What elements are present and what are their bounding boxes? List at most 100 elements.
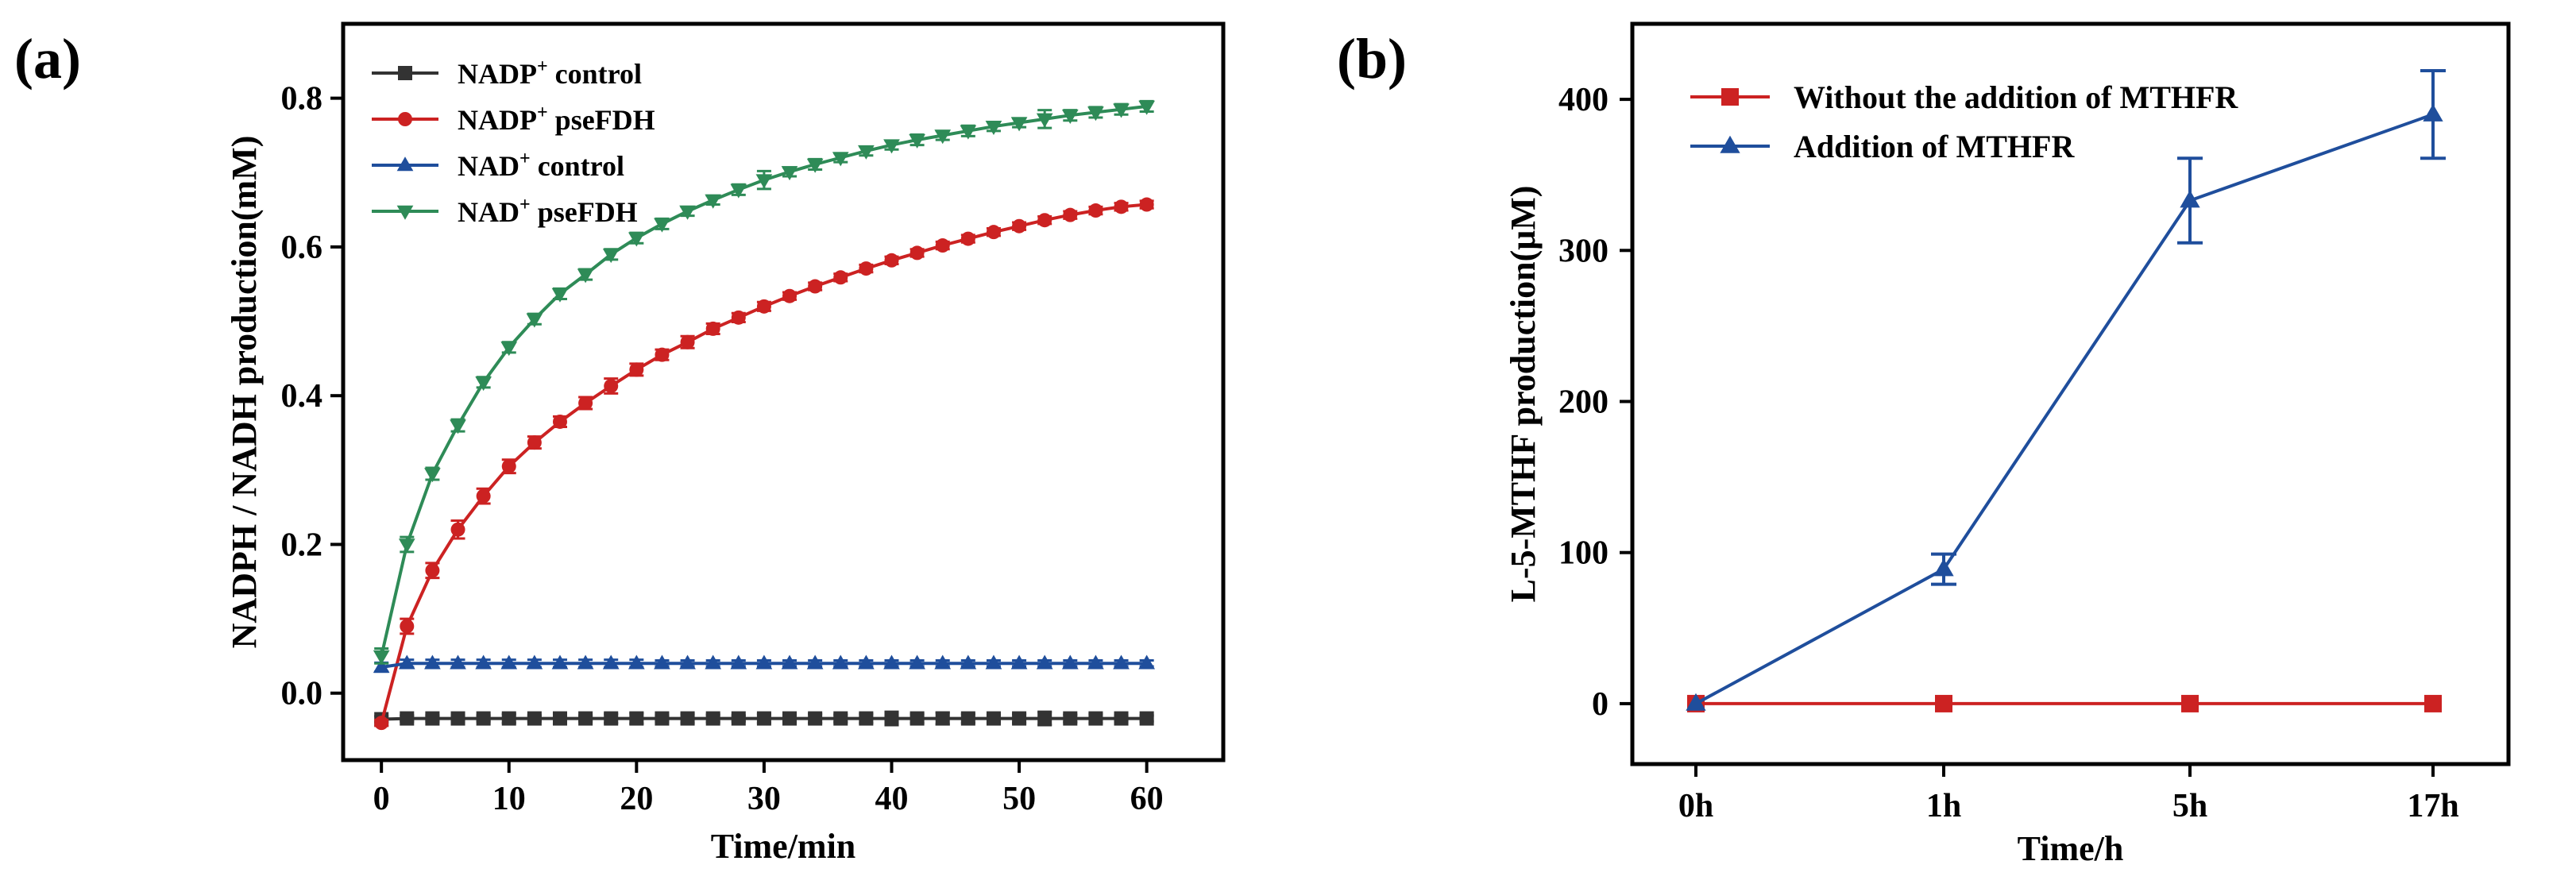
x-tick-label: 20 bbox=[620, 781, 653, 817]
data-point bbox=[910, 711, 925, 726]
y-axis-label: NADPH / NADH production(mM) bbox=[225, 136, 264, 649]
data-point bbox=[756, 711, 771, 726]
legend-label: Without the addition of MTHFR bbox=[1794, 79, 2238, 115]
data-point bbox=[1686, 693, 1706, 711]
legend-item-1: Without the addition of MTHFR bbox=[1690, 79, 2238, 115]
data-point bbox=[425, 711, 440, 726]
data-point bbox=[500, 342, 518, 357]
y-tick-label: 0 bbox=[1592, 686, 1609, 723]
data-point bbox=[1114, 199, 1129, 214]
data-point bbox=[909, 654, 925, 670]
data-point bbox=[655, 711, 670, 726]
data-point bbox=[602, 654, 620, 670]
data-point bbox=[806, 654, 824, 670]
data-point bbox=[475, 654, 492, 670]
data-point bbox=[705, 711, 720, 726]
data-point bbox=[654, 654, 670, 670]
data-point bbox=[1087, 654, 1104, 670]
data-point bbox=[832, 152, 849, 167]
panel-label: (a) bbox=[14, 27, 81, 91]
data-point bbox=[602, 249, 620, 264]
y-tick-label: 400 bbox=[1558, 82, 1609, 118]
data-point bbox=[1061, 109, 1079, 124]
data-point bbox=[986, 711, 1001, 726]
data-point bbox=[501, 459, 516, 474]
data-point bbox=[476, 711, 491, 726]
data-point bbox=[424, 654, 441, 670]
legend-marker bbox=[396, 205, 414, 220]
data-point bbox=[628, 232, 645, 247]
legend-label: NADP+ control bbox=[458, 56, 642, 90]
data-point bbox=[1012, 218, 1027, 234]
data-point bbox=[552, 711, 567, 726]
data-point bbox=[476, 488, 491, 504]
data-point bbox=[1063, 207, 1078, 222]
legend-label: Addition of MTHFR bbox=[1794, 129, 2075, 164]
data-point bbox=[400, 619, 415, 634]
y-tick-label: 0.4 bbox=[281, 378, 323, 415]
data-point bbox=[398, 654, 415, 670]
series-1 bbox=[374, 710, 1154, 727]
data-point bbox=[527, 435, 542, 450]
legend: Without the addition of MTHFR Addition of… bbox=[1690, 79, 2238, 164]
legend-marker bbox=[1720, 135, 1740, 153]
data-point bbox=[1088, 203, 1103, 218]
data-point bbox=[604, 379, 619, 394]
data-point bbox=[679, 205, 696, 220]
data-point bbox=[2424, 694, 2442, 712]
legend-label-base: NAD bbox=[458, 150, 519, 182]
data-point bbox=[2180, 190, 2200, 208]
data-point bbox=[858, 145, 875, 160]
data-point bbox=[986, 225, 1001, 240]
data-point bbox=[629, 362, 644, 377]
x-tick-label: 5h bbox=[2172, 788, 2207, 824]
series-4 bbox=[373, 99, 1156, 665]
data-point bbox=[808, 279, 823, 294]
data-point bbox=[883, 654, 900, 670]
data-point bbox=[679, 654, 696, 670]
data-point bbox=[629, 711, 644, 726]
legend-label-rest: control bbox=[531, 150, 624, 182]
x-tick-label: 60 bbox=[1130, 781, 1164, 817]
data-point bbox=[551, 654, 569, 670]
data-point bbox=[1114, 711, 1129, 726]
legend-item-1: NADP+ control bbox=[372, 56, 642, 90]
data-point bbox=[1010, 117, 1028, 132]
legend-label-base: NADP bbox=[458, 58, 537, 90]
data-point bbox=[604, 711, 619, 726]
data-point bbox=[782, 288, 798, 303]
data-point bbox=[680, 334, 695, 349]
data-point bbox=[808, 711, 823, 726]
legend-label-rest: control bbox=[548, 58, 642, 90]
data-point bbox=[552, 414, 567, 429]
y-axis-label: L-5-MTHF production(μM) bbox=[1504, 186, 1543, 603]
data-point bbox=[832, 654, 849, 670]
legend-marker bbox=[398, 112, 412, 126]
legend-label-superscript: + bbox=[537, 56, 548, 77]
data-point bbox=[935, 711, 950, 726]
legend-label-base: NADP bbox=[458, 104, 537, 136]
data-point bbox=[1139, 197, 1154, 212]
legend-item-2: NADP+ pseFDH bbox=[372, 102, 655, 136]
data-point bbox=[450, 654, 466, 670]
data-point bbox=[909, 133, 925, 149]
series-3 bbox=[373, 654, 1156, 674]
data-point bbox=[755, 174, 773, 189]
legend-marker bbox=[1721, 88, 1739, 106]
data-point bbox=[1138, 100, 1156, 115]
data-point bbox=[1138, 654, 1156, 670]
plot-frame bbox=[1630, 21, 2511, 766]
data-point bbox=[450, 419, 466, 434]
legend-marker bbox=[398, 66, 412, 80]
data-point bbox=[1088, 711, 1103, 726]
series-2 bbox=[374, 197, 1154, 731]
data-point bbox=[960, 711, 975, 726]
data-point bbox=[884, 711, 899, 726]
data-point bbox=[1036, 654, 1053, 670]
legend-label-superscript: + bbox=[537, 102, 548, 123]
data-point bbox=[781, 654, 798, 670]
data-point bbox=[960, 654, 977, 670]
data-point bbox=[1012, 711, 1027, 726]
y-tick-label: 300 bbox=[1558, 233, 1609, 269]
